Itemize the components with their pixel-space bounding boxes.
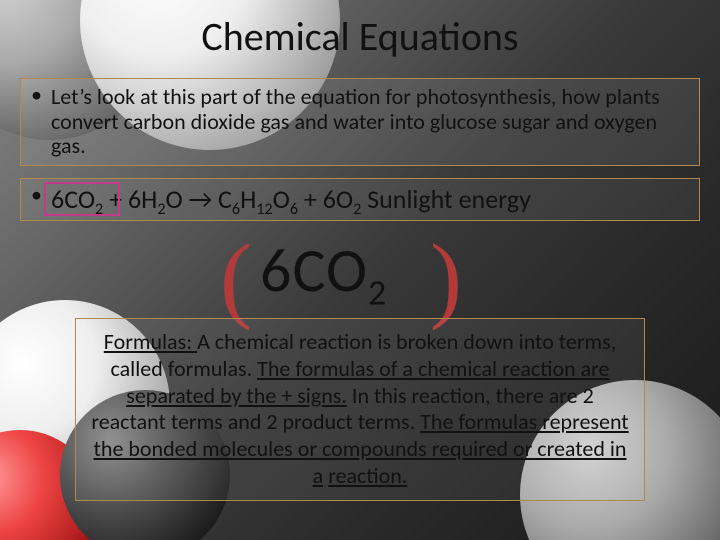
highlight-box [44, 182, 120, 216]
eq-p2-coef: 6 [323, 183, 336, 215]
eq-p1-mid2: O [273, 183, 290, 215]
eq-p2-base: O [336, 183, 353, 215]
eq-p1-sub2: 12 [256, 200, 272, 219]
big-coef: 6 [260, 232, 292, 308]
desc-t7: required or created in [427, 435, 627, 462]
eq-p1-base: C [218, 183, 232, 215]
eq-arrow: → [183, 183, 218, 215]
desc-t6: molecules or compounds [202, 435, 427, 462]
eq-r2-mid: O [166, 183, 183, 215]
paren-left-icon: ( [220, 222, 252, 333]
eq-p1-sub1: 6 [232, 200, 240, 219]
big-base: CO [292, 232, 368, 308]
intro-bullet: Let’s look at this part of the equation … [20, 78, 700, 166]
eq-tail: Sunlight energy [361, 183, 531, 215]
desc-t8: a [313, 462, 324, 489]
paren-right-icon: ) [430, 222, 462, 333]
eq-p1-mid: H [240, 183, 256, 215]
desc-t1: Formulas: [104, 328, 197, 355]
slide: Chemical Equations Let’s look at this pa… [0, 0, 720, 540]
big-formula: 6CO2 [260, 232, 387, 308]
description-box: Formulas: A chemical reaction is broken … [75, 318, 645, 501]
equation-bullet: 6CO2 + 6H2O → C6H12O6 + 6O2 Sunlight ene… [20, 178, 700, 221]
eq-r2-base: H [141, 183, 157, 215]
eq-r2-sub1: 2 [157, 200, 165, 219]
big-sub: 2 [368, 270, 387, 314]
intro-text: Let’s look at this part of the equation … [51, 83, 660, 159]
eq-p1-sub3: 6 [290, 200, 298, 219]
slide-title: Chemical Equations [0, 12, 720, 61]
eq-plus2: + [298, 183, 323, 215]
eq-r2-coef: 6 [128, 183, 141, 215]
desc-t10: reaction. [328, 462, 407, 489]
